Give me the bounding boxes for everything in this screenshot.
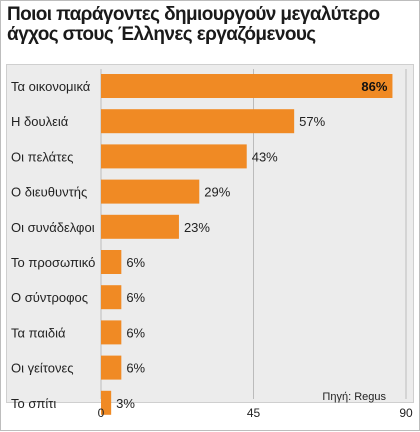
x-tick-label: 0 <box>98 406 105 420</box>
bar <box>101 144 247 169</box>
bar <box>101 285 122 310</box>
category-label: Ο σύντροφος <box>11 290 88 305</box>
category-label: Το προσωπικό <box>11 255 95 270</box>
x-tick-label: 45 <box>247 406 261 420</box>
value-label: 6% <box>126 325 145 340</box>
bar <box>101 250 122 274</box>
bar <box>101 74 393 98</box>
bar <box>101 390 112 415</box>
category-label: Οι γείτονες <box>11 361 74 376</box>
bar <box>101 179 200 204</box>
bar <box>101 320 122 345</box>
category-label: Το σπίτι <box>11 396 56 411</box>
category-label: Οι συνάδελφοι <box>11 220 95 235</box>
x-tick-label: 90 <box>399 406 413 420</box>
value-label: 6% <box>126 255 145 270</box>
value-label: 43% <box>252 149 278 164</box>
chart-title: Ποιοι παράγοντες δημιουργούν μεγαλύτερο … <box>7 4 380 45</box>
bar <box>101 355 122 380</box>
value-label: 57% <box>299 114 325 129</box>
category-label: Τα παιδιά <box>11 325 66 340</box>
value-label: 29% <box>204 185 230 200</box>
category-label: Η δουλειά <box>11 114 69 129</box>
category-label: Τα οικονομικά <box>11 79 91 94</box>
value-label: 6% <box>126 361 145 376</box>
value-label: 3% <box>116 396 135 411</box>
value-label: 6% <box>126 290 145 305</box>
category-label: Ο διευθυντής <box>11 185 87 200</box>
value-label: 86% <box>361 79 387 94</box>
bar <box>101 214 179 239</box>
value-label: 23% <box>184 220 210 235</box>
category-label: Οι πελάτες <box>11 149 73 164</box>
bar <box>101 109 295 134</box>
source-note: Πηγή: Regus <box>322 391 386 403</box>
